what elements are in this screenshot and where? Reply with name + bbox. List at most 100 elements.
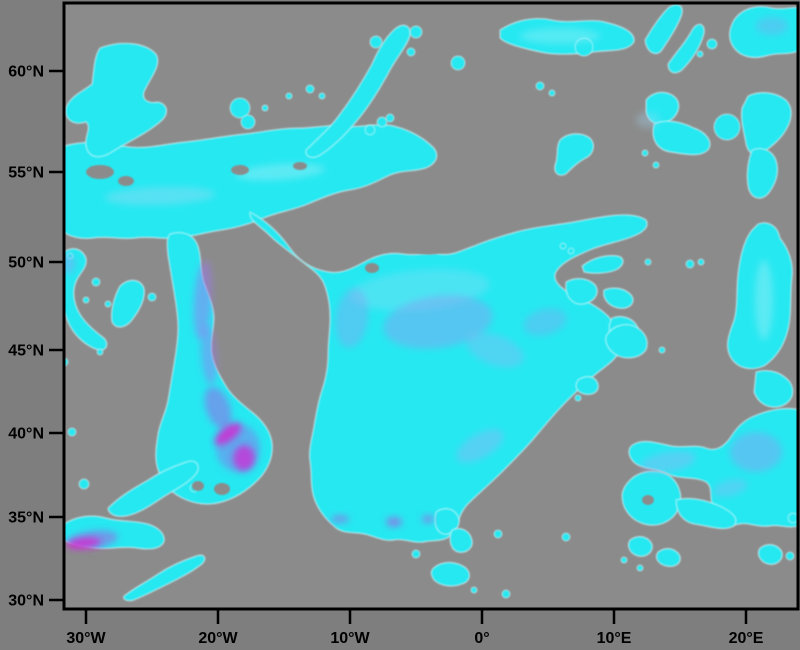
field-hole bbox=[118, 176, 134, 186]
field-intensity-accent bbox=[67, 537, 101, 549]
field-intensity-accent bbox=[712, 478, 748, 498]
field-cell-dot bbox=[406, 47, 416, 57]
field-intensity-accent bbox=[422, 515, 434, 523]
field-region-blob-560 bbox=[554, 133, 595, 176]
field-intensity-accent bbox=[386, 517, 402, 527]
field-cell-dot bbox=[559, 242, 567, 250]
field-region-sw-thin-curve bbox=[123, 554, 206, 602]
field-intensity-accent bbox=[755, 260, 773, 340]
field-cell-dot bbox=[376, 116, 388, 128]
field-intensity-accent bbox=[214, 422, 242, 446]
field-intensity-accent bbox=[636, 112, 660, 128]
field-region-ne-h-lobe-2 bbox=[652, 120, 711, 156]
field-region-spiral-banana bbox=[110, 279, 145, 328]
field-cell-dot bbox=[318, 92, 326, 100]
field-region-comma-nw bbox=[65, 42, 168, 158]
field-region-se-small-1 bbox=[627, 535, 653, 557]
field-cell-dot bbox=[696, 50, 704, 58]
field-intensity-accent bbox=[520, 28, 600, 44]
y-tick-label: 45°N bbox=[8, 343, 44, 360]
field-region-se-small-2 bbox=[655, 547, 681, 568]
field-intensity-accent bbox=[331, 515, 349, 523]
field-region-chain-s-3 bbox=[430, 561, 471, 587]
y-tick-label: 40°N bbox=[8, 426, 44, 443]
x-tick-label: 10°W bbox=[330, 630, 370, 647]
field-cell-dot bbox=[574, 394, 582, 402]
field-cell-dot bbox=[385, 113, 395, 123]
field-region-right-col-top-a bbox=[740, 91, 792, 156]
field-cell-dot bbox=[82, 296, 90, 304]
y-tick-label: 30°N bbox=[8, 593, 44, 610]
field-cell-dot bbox=[91, 277, 101, 287]
field-cell-dot bbox=[658, 346, 666, 354]
field-intensity-accent bbox=[640, 451, 696, 473]
field-cell-dot bbox=[409, 25, 423, 39]
field-cell-dot bbox=[96, 348, 104, 356]
field-region-cluster-e-low bbox=[575, 375, 599, 396]
field-hole bbox=[394, 225, 450, 255]
field-hole bbox=[214, 483, 230, 495]
field-cell-dot bbox=[493, 529, 503, 539]
field-cell-dot bbox=[620, 556, 628, 564]
field-region-sw-diagonal bbox=[107, 460, 199, 518]
field-intensity-accent bbox=[466, 332, 524, 368]
field-cell-dot bbox=[685, 259, 695, 269]
field-region-cluster-e-1 bbox=[565, 277, 598, 305]
field-cell-dot bbox=[305, 84, 315, 94]
field-region-cluster-e-ring bbox=[605, 323, 648, 359]
field-cell-dot bbox=[78, 478, 90, 490]
field-cell-dot bbox=[470, 586, 478, 594]
field-region-se-dot-blob bbox=[757, 543, 783, 565]
field-cell-dot bbox=[285, 92, 293, 100]
field-region-chain-s-1 bbox=[434, 507, 460, 535]
field-hole bbox=[365, 263, 379, 273]
field-cell-dot bbox=[240, 114, 256, 130]
field-intensity-accent bbox=[523, 308, 567, 336]
data-layer bbox=[64, 4, 798, 602]
field-cell-dot bbox=[697, 258, 705, 266]
field-region-ne-streak-2 bbox=[667, 23, 705, 74]
field-cell-dot bbox=[369, 35, 383, 49]
field-region-arc-streak-n bbox=[305, 24, 411, 159]
y-tick-label: 55°N bbox=[8, 165, 44, 182]
field-cell-dot bbox=[652, 161, 660, 169]
field-region-chain-s-2 bbox=[449, 527, 473, 553]
field-cell-dot bbox=[785, 551, 795, 561]
field-cell-dot bbox=[147, 292, 157, 302]
field-intensity-accent bbox=[204, 386, 232, 430]
y-tick-label: 35°N bbox=[8, 510, 44, 527]
field-cell-dot bbox=[787, 512, 798, 524]
field-cell-dot bbox=[644, 258, 652, 266]
field-cell-dot bbox=[641, 149, 649, 157]
field-intensity-accent bbox=[335, 288, 369, 348]
field-intensity-accent bbox=[383, 295, 493, 349]
field-hole bbox=[231, 165, 249, 175]
field-region-se-round-arm bbox=[675, 497, 737, 530]
field-cell-dot bbox=[450, 55, 466, 71]
field-intensity-accent bbox=[193, 260, 213, 340]
field-cell-dot bbox=[535, 81, 545, 91]
field-hole bbox=[293, 162, 307, 170]
field-cell-dot bbox=[706, 38, 718, 50]
field-cell-dot bbox=[229, 97, 251, 119]
field-region-cluster-e-2 bbox=[603, 287, 634, 309]
field-cell-dot bbox=[364, 124, 376, 136]
field-intensity-accent bbox=[200, 325, 218, 385]
field-intensity-accent bbox=[105, 186, 215, 206]
field-cell-dot bbox=[548, 89, 556, 97]
field-cell-dot bbox=[67, 427, 77, 437]
x-tick-label: 0° bbox=[474, 630, 489, 647]
field-cell-dot bbox=[501, 589, 511, 599]
field-region-ne-streak-1 bbox=[644, 4, 683, 55]
x-tick-label: 10°E bbox=[597, 630, 632, 647]
field-intensity-accent bbox=[233, 445, 255, 471]
field-region-se-mass-bridge bbox=[753, 369, 794, 408]
field-intensity-accent bbox=[64, 254, 75, 274]
x-tick-label: 20°E bbox=[729, 630, 764, 647]
field-cell-dot bbox=[261, 104, 269, 112]
field-region-cluster-e-streak bbox=[581, 254, 624, 274]
field-intensity-accent bbox=[756, 17, 788, 35]
field-cell-dot bbox=[411, 549, 421, 559]
